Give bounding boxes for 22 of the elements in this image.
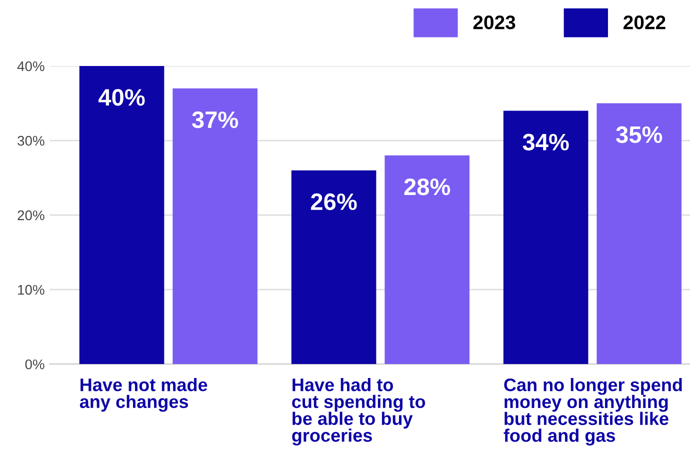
text: 37% [192, 111, 238, 128]
text: 35% [616, 126, 662, 144]
y-tick-label: 30% [18, 136, 44, 146]
text: 40% [98, 89, 145, 106]
bar [503, 110, 588, 364]
bar [79, 66, 164, 364]
x-tick-label: Have not made any changes [80, 378, 208, 412]
y-tick-label: 0% [25, 359, 44, 370]
x-tick-label: Have had to cut spending to be able to buy groceries [292, 378, 426, 446]
legend-label: 2023 [473, 16, 516, 30]
y-tick-label: 40% [17, 61, 44, 72]
y-tick-label: 20% [18, 210, 44, 220]
bar [596, 103, 682, 364]
legend-label: 2022 [624, 16, 666, 30]
text: 34% [522, 134, 569, 151]
x-tick-label: Can no longer spend money on anything but necessities like food and gas [504, 378, 682, 446]
y-tick-label: 10% [18, 284, 44, 295]
bar [291, 170, 376, 364]
bar [384, 155, 470, 364]
text: 26% [310, 193, 357, 210]
bar [172, 88, 258, 364]
text: 28% [404, 178, 450, 196]
